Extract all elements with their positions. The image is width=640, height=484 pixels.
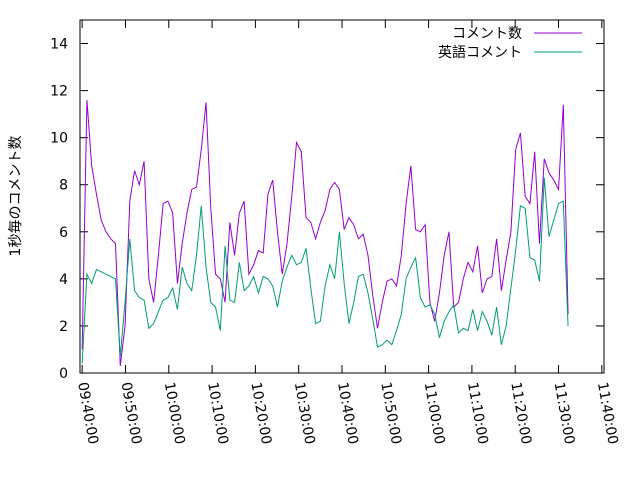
x-tick-label: 10:10:00 bbox=[204, 381, 231, 446]
x-tick-label: 10:40:00 bbox=[334, 381, 361, 446]
x-tick-label: 11:30:00 bbox=[551, 381, 578, 446]
y-tick-label: 10 bbox=[50, 131, 68, 147]
x-tick-label: 10:00:00 bbox=[161, 381, 188, 446]
legend-label: コメント数 bbox=[452, 26, 522, 42]
series-line bbox=[81, 177, 569, 364]
y-tick-label: 0 bbox=[59, 366, 68, 382]
x-tick-label: 10:30:00 bbox=[291, 381, 318, 446]
y-tick-label: 6 bbox=[59, 225, 68, 241]
y-tick-label: 8 bbox=[59, 178, 68, 194]
x-tick-label: 11:10:00 bbox=[464, 381, 491, 446]
x-tick-label: 10:50:00 bbox=[377, 381, 404, 446]
series-line bbox=[81, 99, 569, 366]
y-tick-label: 14 bbox=[50, 37, 68, 53]
x-tick-label: 11:20:00 bbox=[507, 381, 534, 446]
x-tick-label: 09:40:00 bbox=[74, 381, 101, 446]
x-tick-label: 11:00:00 bbox=[421, 381, 448, 446]
y-tick-label: 2 bbox=[59, 319, 68, 335]
y-axis-label: 1秒毎のコメント数 bbox=[8, 136, 24, 257]
x-tick-label: 09:50:00 bbox=[118, 381, 145, 446]
y-tick-label: 4 bbox=[59, 272, 68, 288]
y-tick-label: 12 bbox=[50, 84, 68, 100]
legend-label: 英語コメント bbox=[438, 44, 522, 61]
x-tick-label: 10:20:00 bbox=[247, 381, 274, 446]
x-tick-label: 11:40:00 bbox=[594, 381, 621, 446]
